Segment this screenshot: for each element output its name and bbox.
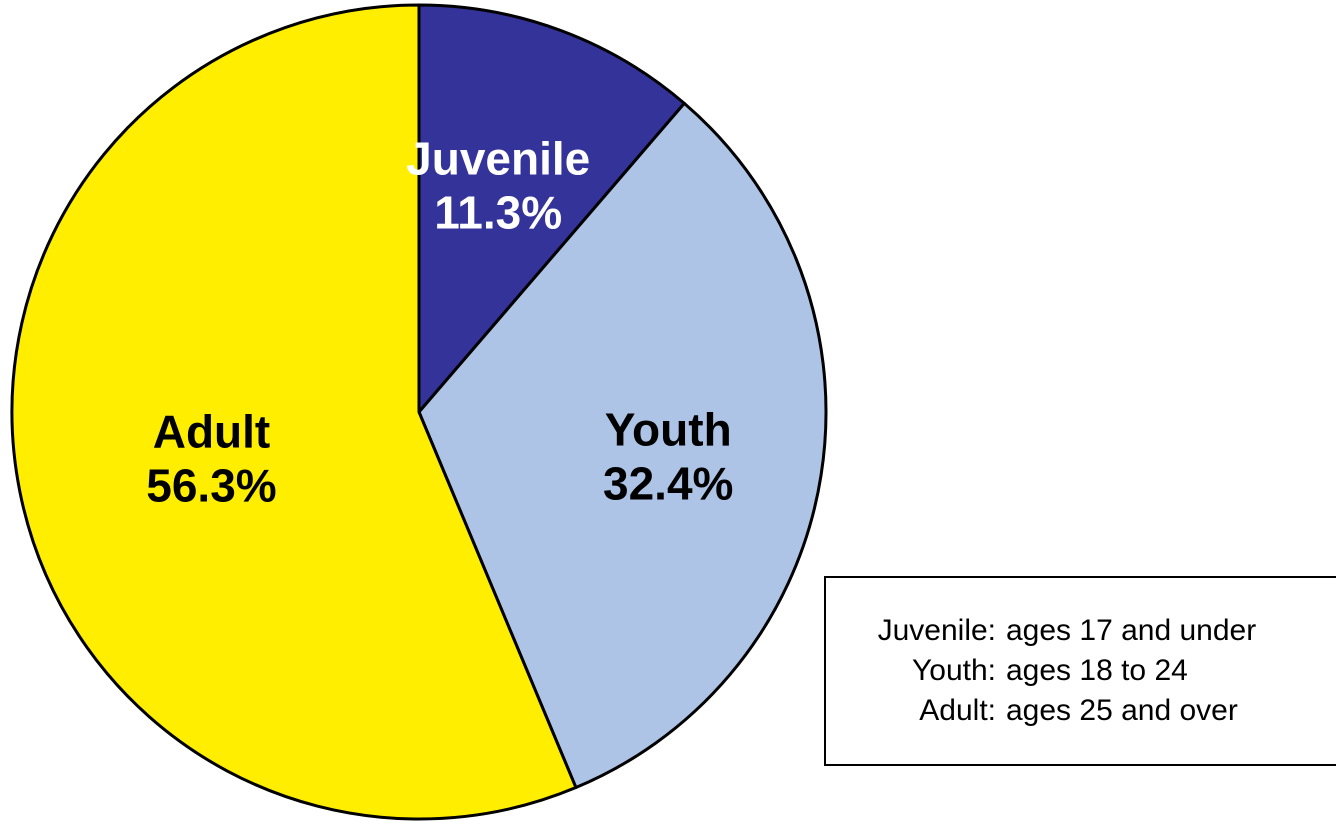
slice-value-youth: 32.4% [603, 457, 733, 509]
pie-slice-adult [10, 3, 578, 821]
slice-value-juvenile: 11.3% [434, 186, 562, 238]
legend-term: Adult: [919, 694, 996, 727]
legend-definition: ages 25 and over [1006, 694, 1238, 727]
slice-label-adult: Adult [153, 406, 271, 458]
legend-term: Juvenile: [877, 614, 996, 647]
pie-slices [10, 3, 828, 821]
slice-label-youth: Youth [605, 403, 732, 455]
pie-slice-juvenile [417, 3, 686, 414]
slice-label-juvenile: Juvenile [406, 132, 590, 184]
legend-term: Youth: [912, 654, 996, 687]
slice-value-adult: 56.3% [146, 460, 276, 512]
legend: Juvenile: ages 17 and under Youth: ages … [824, 576, 1336, 766]
legend-definition: ages 18 to 24 [1006, 654, 1188, 687]
pie-slice-youth [417, 101, 828, 790]
legend-definition: ages 17 and under [1006, 614, 1257, 647]
